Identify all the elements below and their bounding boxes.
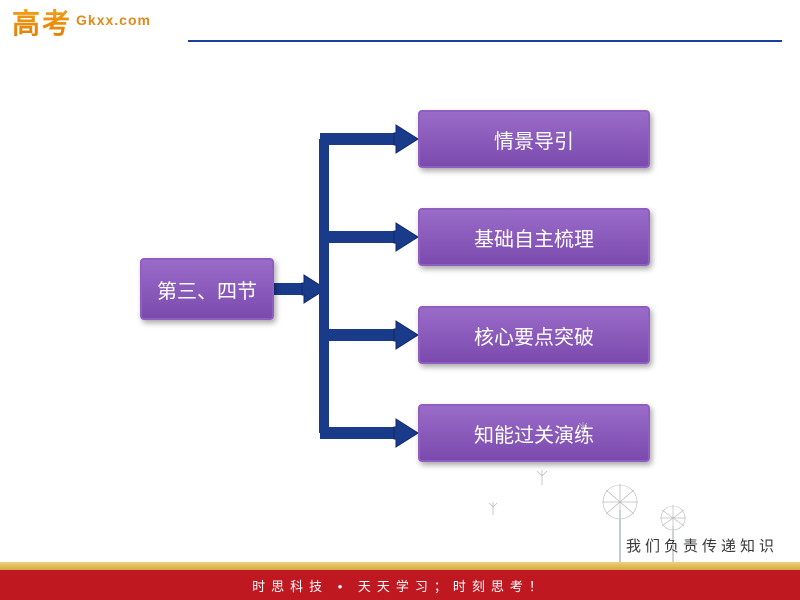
footer-text: 时思科技 • 天天学习；时刻思考！ xyxy=(252,576,548,595)
source-label: 第三、四节 xyxy=(157,275,257,304)
header: 高考 Gkxx.com xyxy=(0,0,800,46)
seed-icon xyxy=(534,469,550,490)
logo-cn-text: 高考 xyxy=(12,2,72,42)
footer-calligraphy: 我们负责传递知识 xyxy=(626,535,778,556)
header-divider xyxy=(188,40,782,42)
logo: 高考 Gkxx.com xyxy=(12,2,151,42)
footer-red-bar: 时思科技 • 天天学习；时刻思考！ xyxy=(0,570,800,600)
target-label: 情景导引 xyxy=(494,125,574,154)
source-node: 第三、四节 xyxy=(140,258,274,320)
footer-gold-bar xyxy=(0,562,800,570)
target-node: 核心要点突破 xyxy=(418,306,650,364)
seed-icon xyxy=(486,501,500,520)
seed-icon xyxy=(576,421,590,440)
target-node: 情景导引 xyxy=(418,110,650,168)
target-label: 基础自主梳理 xyxy=(474,223,594,252)
target-node: 基础自主梳理 xyxy=(418,208,650,266)
connector-lines xyxy=(274,110,418,470)
target-label: 核心要点突破 xyxy=(474,321,594,350)
logo-en-text: Gkxx.com xyxy=(76,12,151,28)
diagram: 第三、四节 情景导引基础自主梳理核心要点突破知能过关演练 xyxy=(140,110,660,470)
target-node: 知能过关演练 xyxy=(418,404,650,462)
